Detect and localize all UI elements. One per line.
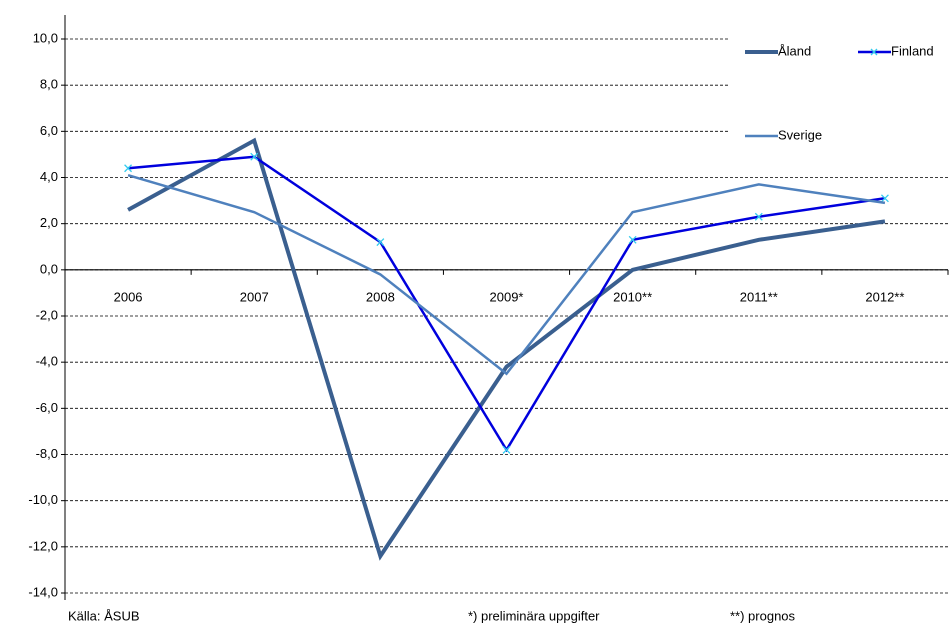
y-tick-label: 6,0 — [40, 123, 58, 138]
legend-background — [730, 20, 950, 160]
y-tick-label: -2,0 — [36, 307, 58, 322]
point-marker — [754, 212, 763, 221]
x-tick-label: 2009* — [490, 289, 524, 304]
y-tick-label: -10,0 — [28, 492, 58, 507]
legend-marker — [870, 48, 878, 56]
x-tick-label: 2007 — [240, 289, 269, 304]
footnote: **) prognos — [730, 608, 796, 623]
point-marker — [250, 152, 259, 161]
y-tick-label: 2,0 — [40, 215, 58, 230]
footnote: *) preliminära uppgifter — [468, 608, 600, 623]
point-marker — [124, 164, 133, 173]
y-tick-label: -12,0 — [28, 538, 58, 553]
point-marker — [628, 235, 637, 244]
legend-label: Åland — [778, 43, 811, 58]
x-tick-label: 2011** — [740, 289, 778, 304]
y-tick-label: 8,0 — [40, 77, 58, 92]
x-tick-label: 2012** — [865, 289, 904, 304]
point-marker — [880, 194, 889, 203]
y-tick-label: -14,0 — [28, 584, 58, 599]
legend-label: Sverige — [778, 127, 822, 142]
series-line — [127, 137, 886, 561]
point-marker — [502, 445, 511, 454]
y-tick-label: 10,0 — [33, 30, 58, 45]
x-tick-label: 2010** — [613, 289, 652, 304]
legend-label: Finland — [891, 43, 934, 58]
series-line — [127, 173, 886, 376]
source-note: Källa: ÅSUB — [68, 608, 140, 623]
y-tick-label: -8,0 — [36, 446, 58, 461]
x-tick-label: 2008 — [366, 289, 395, 304]
y-tick-label: -6,0 — [36, 400, 58, 415]
y-tick-label: 4,0 — [40, 169, 58, 184]
y-tick-label: 0,0 — [40, 261, 58, 276]
y-tick-label: -4,0 — [36, 354, 58, 369]
x-tick-label: 2006 — [114, 289, 143, 304]
point-marker — [376, 238, 385, 247]
